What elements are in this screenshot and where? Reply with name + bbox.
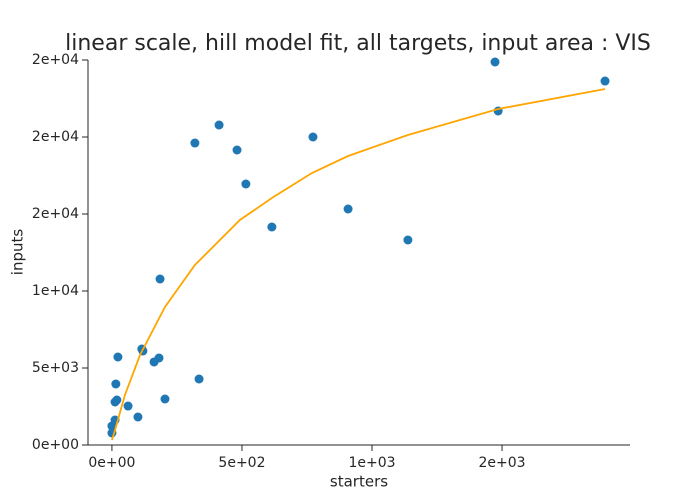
y-tick-label: 2e+04 <box>32 52 79 68</box>
x-tick-label: 0e+00 <box>88 455 135 471</box>
y-tick-label: 5e+03 <box>32 360 79 376</box>
x-tick-label: 1e+03 <box>348 455 395 471</box>
scatter-point <box>112 395 122 405</box>
x-tick-label: 2e+03 <box>479 455 526 471</box>
scatter-point <box>600 76 610 86</box>
scatter-point <box>194 374 204 384</box>
x-tick-label: 5e+02 <box>218 455 265 471</box>
scatter-point <box>160 394 170 404</box>
fit-line <box>111 88 606 441</box>
y-tick-label: 2e+04 <box>32 206 79 222</box>
scatter-point <box>343 204 353 214</box>
scatter-point <box>267 222 277 232</box>
scatter-point <box>111 379 121 389</box>
scatter-point <box>190 138 200 148</box>
scatter-point <box>154 353 164 363</box>
scatter-point <box>403 235 413 245</box>
y-tick-label: 0e+00 <box>32 437 79 453</box>
scatter-point <box>113 352 123 362</box>
scatter-point <box>308 132 318 142</box>
x-axis-label: starters <box>330 473 388 491</box>
y-tick-label: 2e+04 <box>32 129 79 145</box>
scatter-point <box>155 274 165 284</box>
scatter-point <box>123 401 133 411</box>
scatter-point <box>133 412 143 422</box>
y-axis-label: inputs <box>9 229 27 276</box>
chart-title: linear scale, hill model fit, all target… <box>65 31 651 56</box>
scatter-point <box>214 120 224 130</box>
scatter-point <box>241 179 251 189</box>
scatter-point <box>490 57 500 67</box>
y-tick-label: 1e+04 <box>32 283 79 299</box>
scatter-point <box>232 145 242 155</box>
